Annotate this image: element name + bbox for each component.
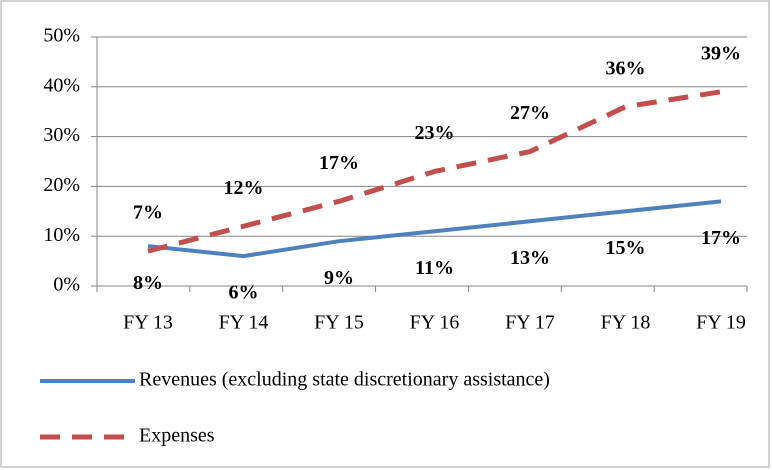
- data-label: 8%: [133, 272, 163, 294]
- y-tick-label: 20%: [43, 174, 80, 196]
- y-tick-label: 50%: [43, 25, 80, 47]
- data-label: 17%: [319, 152, 359, 174]
- legend-label: Expenses: [139, 425, 215, 447]
- y-tick-label: 10%: [43, 224, 80, 246]
- series-line: [147, 199, 722, 259]
- x-tick-label: FY 19: [696, 312, 746, 334]
- series-line: [147, 89, 722, 254]
- x-tick-label: FY 16: [410, 312, 460, 334]
- data-label: 15%: [606, 237, 646, 259]
- x-tick-label: FY 18: [601, 312, 651, 334]
- data-label: 11%: [415, 257, 454, 279]
- legend-label: Revenues (excluding state discretionary …: [139, 369, 550, 391]
- data-label: 13%: [510, 247, 550, 269]
- x-tick-label: FY 13: [123, 312, 173, 334]
- data-label: 27%: [510, 102, 550, 124]
- data-label: 39%: [701, 42, 741, 64]
- data-label: 36%: [606, 57, 646, 79]
- data-label: 12%: [224, 177, 264, 199]
- data-label: 17%: [701, 227, 741, 249]
- y-tick-label: 30%: [43, 124, 80, 146]
- data-label: 9%: [324, 267, 354, 289]
- data-label: 7%: [133, 202, 163, 224]
- y-tick-label: 40%: [43, 74, 80, 96]
- y-tick-label: 0%: [53, 274, 80, 296]
- x-tick-label: FY 15: [314, 312, 364, 334]
- data-label: 23%: [415, 122, 455, 144]
- data-label: 6%: [229, 282, 259, 304]
- x-tick-label: FY 17: [505, 312, 555, 334]
- x-tick-label: FY 14: [219, 312, 269, 334]
